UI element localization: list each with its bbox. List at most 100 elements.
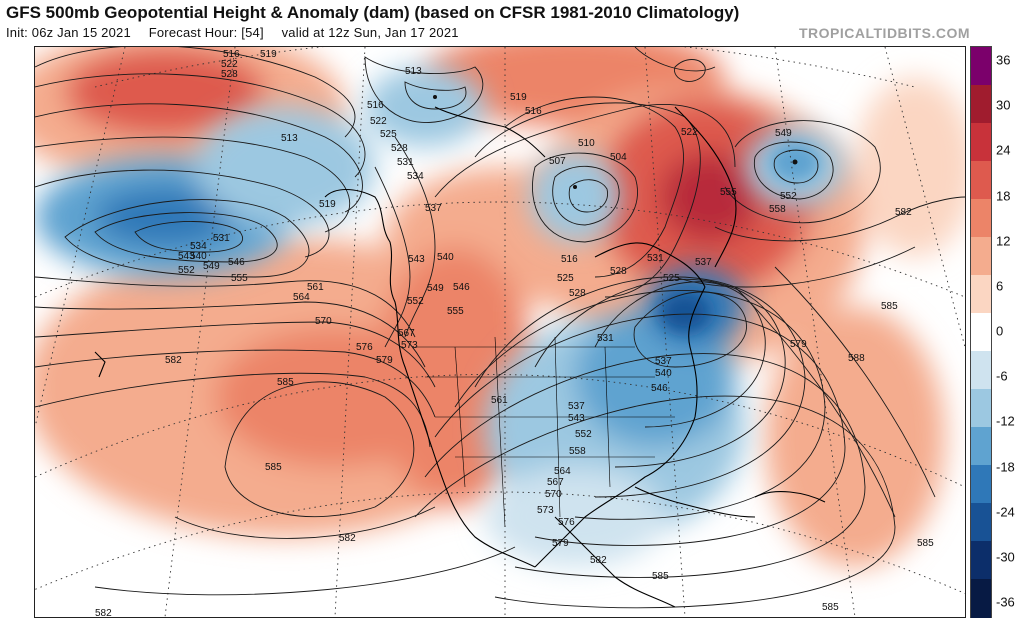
contour-label: 585 xyxy=(652,571,669,582)
contour-label: 549 xyxy=(427,283,444,294)
colorbar-swatch xyxy=(971,47,991,86)
colorbar-swatch xyxy=(971,427,991,466)
colorbar-swatch xyxy=(971,351,991,390)
colorbar-tick-label: 36 xyxy=(996,52,1011,68)
colorbar-tick-label: -6 xyxy=(996,368,1008,384)
contour-label: 543 xyxy=(568,413,585,424)
contour-label: 555 xyxy=(447,306,464,317)
contour-label: 513 xyxy=(405,66,422,77)
contour-label: 549 xyxy=(775,128,792,139)
colorbar-tick-label: -36 xyxy=(996,594,1015,610)
contour-label: 585 xyxy=(917,538,934,549)
contour-label: 579 xyxy=(790,339,807,350)
contour-label: 513 xyxy=(281,133,298,144)
contour-label: 510 xyxy=(578,138,595,149)
contour-label: 564 xyxy=(554,466,571,477)
colorbar-swatch xyxy=(971,275,991,314)
chart-title: GFS 500mb Geopotential Height & Anomaly … xyxy=(6,3,740,22)
cold-anomaly-hudson xyxy=(530,152,620,242)
contour-label: 585 xyxy=(881,301,898,312)
contour-label: 540 xyxy=(655,368,672,379)
contour-label: 540 xyxy=(190,251,207,262)
contour-label: 528 xyxy=(391,143,408,154)
contour-labels: 516 519 522 528 513 516 522 525 528 531 … xyxy=(95,49,934,617)
contour-label: 537 xyxy=(425,203,442,214)
contour-label: 525 xyxy=(557,273,574,284)
contour-label: 546 xyxy=(228,257,245,268)
colorbar-swatch xyxy=(971,199,991,238)
contour-label: 570 xyxy=(545,489,562,500)
low-center xyxy=(792,159,798,165)
contour-label: 537 xyxy=(695,257,712,268)
init-time: Init: 06z Jan 15 2021 xyxy=(6,25,131,40)
brand-watermark: TROPICALTIDBITS.COM xyxy=(798,25,970,41)
contour-label: 552 xyxy=(178,265,195,276)
contour-label: 537 xyxy=(568,401,585,412)
contour-label: 528 xyxy=(569,288,586,299)
contour-label: 504 xyxy=(610,152,627,163)
contour-label: 546 xyxy=(453,282,470,293)
contour-label: 579 xyxy=(376,355,393,366)
contour-label: 573 xyxy=(401,340,418,351)
colorbar-swatch xyxy=(971,389,991,428)
contour-label: 516 xyxy=(223,49,240,60)
contour-label: 582 xyxy=(95,608,112,617)
colorbar-tick-label: 30 xyxy=(996,97,1011,113)
contour-label: 555 xyxy=(720,187,737,198)
contour-label: 582 xyxy=(339,533,356,544)
coastlines xyxy=(94,106,826,608)
contour-label: 540 xyxy=(437,252,454,263)
contour-label: 546 xyxy=(651,383,668,394)
map-canvas: 516 519 522 528 513 516 522 525 528 531 … xyxy=(35,47,965,617)
forecast-hour: Forecast Hour: [54] xyxy=(148,25,264,40)
forecast-info: Init: 06z Jan 15 2021 Forecast Hour: [54… xyxy=(6,25,473,40)
contour-label: 573 xyxy=(537,505,554,516)
low-center xyxy=(433,95,437,99)
contour-label: 522 xyxy=(221,59,238,70)
contour-label: 516 xyxy=(525,106,542,117)
colorbar-tick-label: 0 xyxy=(996,323,1004,339)
colorbar-tick-label: -12 xyxy=(996,413,1015,429)
contour-label: 534 xyxy=(407,171,424,182)
colorbar-swatch xyxy=(971,85,991,124)
contour-label: 525 xyxy=(663,273,680,284)
contour-label: 564 xyxy=(293,292,310,303)
contour-label: 519 xyxy=(260,49,277,60)
contour-label: 519 xyxy=(510,92,527,103)
anomaly-shading xyxy=(35,47,965,567)
contour-label: 525 xyxy=(380,129,397,140)
contour-label: 558 xyxy=(769,204,786,215)
contour-label: 531 xyxy=(213,233,230,244)
contour-label: 588 xyxy=(848,353,865,364)
contour-label: 585 xyxy=(277,377,294,388)
colorbar-swatch xyxy=(971,503,991,542)
contour-label: 534 xyxy=(190,241,207,252)
contour-label: 516 xyxy=(561,254,578,265)
state-borders xyxy=(415,336,675,528)
contour-label: 552 xyxy=(780,191,797,202)
contour-label: 519 xyxy=(319,199,336,210)
contour-label: 576 xyxy=(356,342,373,353)
contour-label: 531 xyxy=(597,333,614,344)
warm-anomaly-greenland-core xyxy=(660,152,760,242)
valid-time: valid at 12z Sun, Jan 17 2021 xyxy=(281,25,459,40)
contour-label: 585 xyxy=(822,602,839,613)
low-center xyxy=(573,185,577,189)
contour-label: 582 xyxy=(590,555,607,566)
colorbar-tick-label: 12 xyxy=(996,233,1011,249)
colorbar-swatch xyxy=(971,123,991,162)
cool-shading xyxy=(35,67,845,567)
contour-label: 543 xyxy=(178,251,195,262)
low-centers xyxy=(433,95,798,189)
contour-label: 567 xyxy=(398,328,415,339)
height-contours xyxy=(35,47,965,609)
contour-label: 531 xyxy=(397,157,414,168)
colorbar-tick-label: 18 xyxy=(996,188,1011,203)
contour-label: 507 xyxy=(549,156,566,167)
contour-label: 516 xyxy=(367,100,384,111)
cold-anomaly-alaska xyxy=(195,107,375,227)
colorbar-swatch xyxy=(971,237,991,276)
colorbar-tick-label: 6 xyxy=(996,278,1004,294)
colorbar-swatch xyxy=(971,313,991,352)
colorbar xyxy=(970,46,992,618)
